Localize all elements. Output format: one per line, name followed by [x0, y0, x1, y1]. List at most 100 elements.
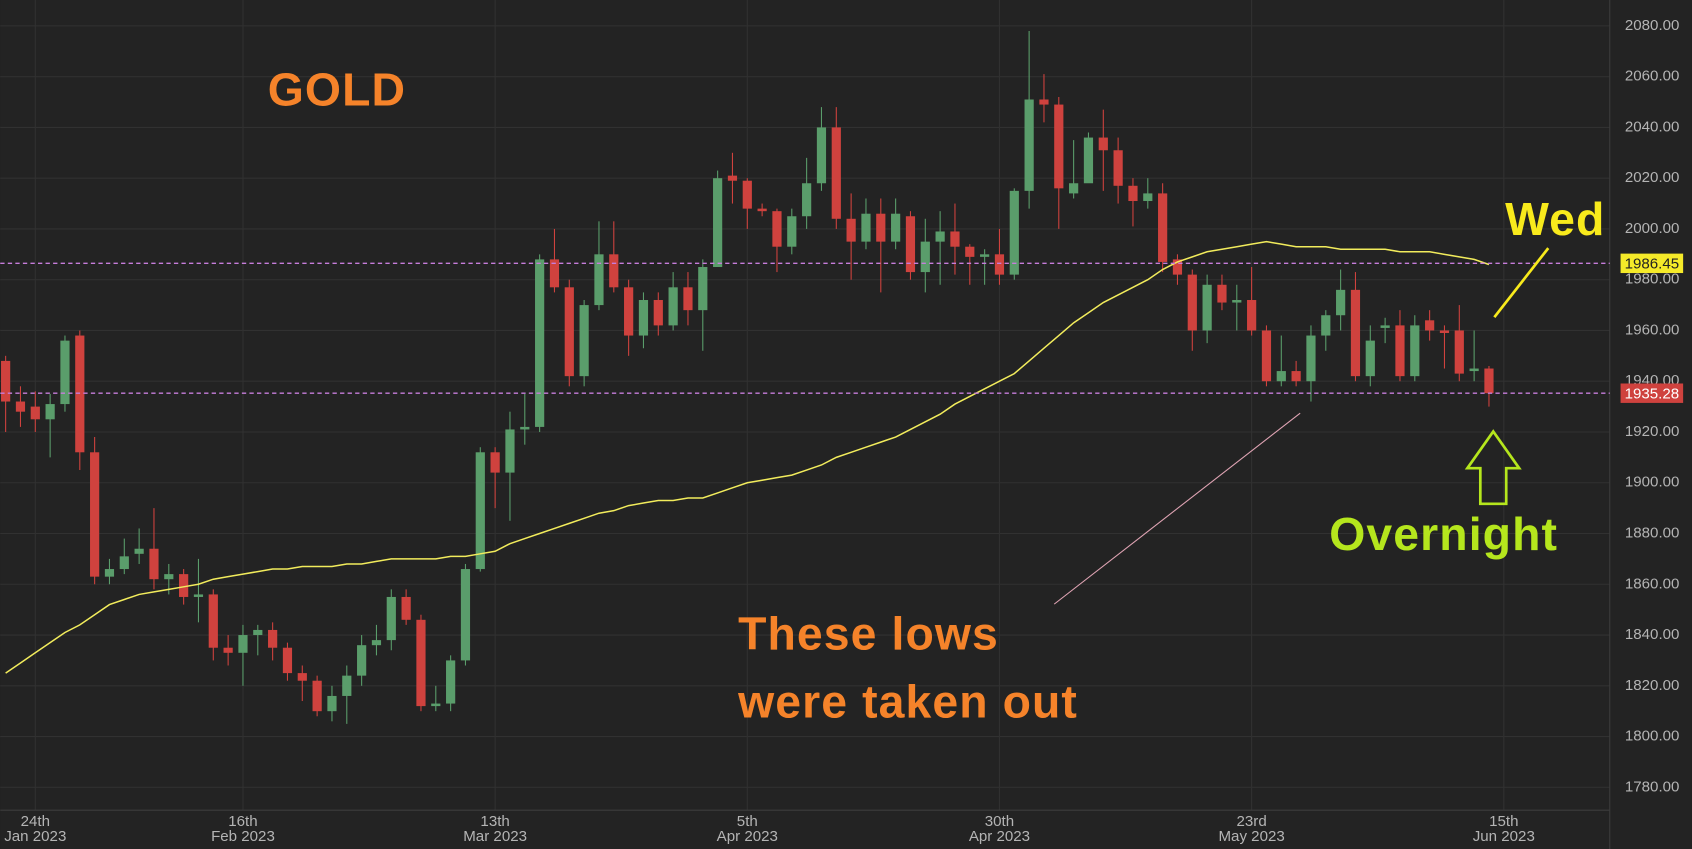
annotation: These lows: [738, 607, 999, 659]
candle-body: [490, 452, 500, 473]
candle-body: [460, 569, 471, 661]
candle-body: [1039, 99, 1049, 105]
candle-body: [742, 180, 752, 209]
candle-body: [1439, 330, 1450, 333]
y-tick-label: 1780.00: [1625, 778, 1680, 795]
candle-body: [208, 594, 218, 648]
candle-body: [1425, 320, 1435, 331]
candle-body: [75, 335, 85, 453]
candle-body: [282, 647, 293, 674]
candle-body: [772, 211, 782, 247]
candle-body: [416, 619, 426, 707]
annotation: Wed: [1505, 193, 1605, 245]
candle-body: [386, 596, 396, 641]
price-label: 1986.45: [1625, 255, 1680, 272]
candle-body: [920, 241, 930, 273]
candle-body: [638, 300, 649, 336]
candle-body: [535, 259, 545, 427]
candle-body: [564, 287, 574, 377]
candle-body: [1276, 371, 1286, 382]
annotation: were taken out: [737, 675, 1078, 727]
y-tick-label: 1920.00: [1625, 423, 1680, 440]
candle-body: [401, 596, 411, 620]
pointer-line: [1053, 412, 1301, 605]
candle-body: [713, 178, 723, 268]
candle-body: [104, 569, 115, 577]
candle-body: [1336, 289, 1346, 316]
x-tick-label: 23rd May 2023: [1218, 813, 1284, 845]
candle-body: [831, 127, 841, 219]
candle-body: [1009, 190, 1019, 275]
candle-body: [238, 635, 248, 653]
candle-body: [1350, 289, 1361, 377]
candle-body: [371, 640, 382, 646]
candle-body: [1083, 137, 1094, 184]
candle-body: [15, 401, 26, 412]
candle-body: [876, 213, 886, 242]
candle-body: [950, 231, 960, 247]
candle-body: [1113, 150, 1123, 186]
candle-body: [1232, 300, 1242, 303]
candle-body: [342, 675, 352, 696]
candle-body: [1321, 315, 1331, 336]
candle-body: [1172, 259, 1183, 275]
candle-body: [60, 340, 70, 405]
y-tick-label: 1800.00: [1625, 728, 1680, 745]
candle-body: [1098, 137, 1108, 151]
candle-body: [802, 183, 812, 217]
candle-body: [357, 645, 367, 676]
candle-body: [223, 647, 233, 653]
candle-body: [1158, 193, 1168, 262]
y-tick-label: 1840.00: [1625, 626, 1680, 643]
candle-body: [520, 426, 530, 430]
candle-body: [1469, 368, 1479, 372]
candle-body: [594, 254, 604, 306]
x-tick-label: 24th Jan 2023: [4, 813, 66, 845]
y-tick-label: 2060.00: [1625, 68, 1680, 85]
candle-body: [980, 254, 990, 257]
candle-body: [816, 127, 827, 184]
candle-body: [312, 680, 322, 712]
sma-line: [5, 240, 1490, 674]
candle-body: [431, 703, 441, 707]
candle-body: [1054, 104, 1064, 189]
annotation: GOLD: [268, 64, 406, 116]
candle-body: [327, 695, 337, 712]
labels: 1780.00 1800.00 1820.00 1840.00 1860.00 1880.…: [4, 17, 1684, 845]
candle-body: [698, 267, 708, 311]
annotation: Overnight: [1329, 508, 1558, 560]
y-tick-label: 1860.00: [1625, 575, 1680, 592]
candle-body: [1, 360, 11, 402]
candle-body: [1202, 284, 1212, 331]
candle-body: [1306, 335, 1316, 382]
candle-body: [653, 300, 663, 326]
price-label-bg: [1620, 253, 1684, 274]
y-tick-label: 1960.00: [1625, 321, 1680, 338]
candle-body: [119, 556, 129, 570]
x-tick-label: 5th Apr 2023: [717, 813, 778, 845]
candle-body: [297, 673, 307, 681]
x-tick-label: 16th Feb 2023: [211, 813, 275, 845]
candle-body: [727, 175, 738, 181]
candle-body: [624, 287, 634, 336]
candle-body: [1395, 325, 1405, 377]
y-tick-label: 1900.00: [1625, 474, 1680, 491]
candle-body: [905, 216, 916, 273]
candle-body: [935, 231, 945, 242]
pointer-line: [1493, 247, 1550, 318]
candle-body: [253, 629, 263, 636]
candle-body: [1365, 340, 1375, 377]
y-tick-label: 2000.00: [1625, 220, 1680, 237]
x-tick-label: 30th Apr 2023: [969, 813, 1030, 845]
price-label: 1935.28: [1625, 385, 1680, 402]
candle-body: [683, 287, 693, 311]
candle-body: [446, 660, 456, 704]
x-tick-label: 13th Mar 2023: [463, 813, 527, 845]
candle-body: [179, 574, 189, 597]
candle-body: [787, 216, 797, 247]
candle-body: [149, 548, 159, 580]
price-label-bg: [1620, 383, 1684, 403]
candle-body: [1247, 300, 1257, 331]
candle-body: [475, 452, 485, 570]
